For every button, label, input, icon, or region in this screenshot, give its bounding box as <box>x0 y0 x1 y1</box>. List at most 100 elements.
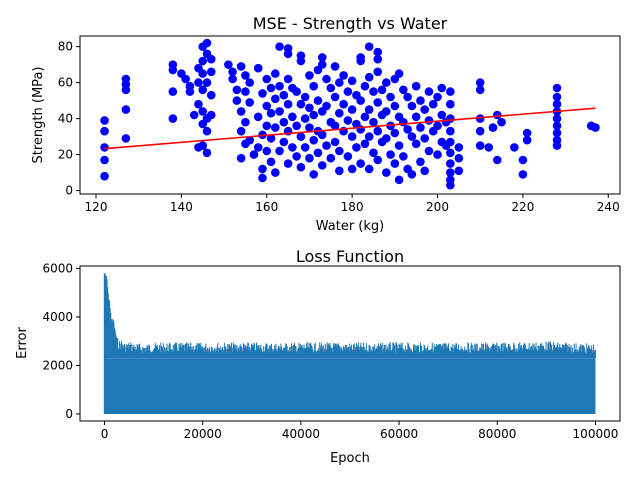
y-tick-label: 0 <box>65 407 73 421</box>
scatter-point <box>373 47 383 57</box>
scatter-point <box>292 87 301 96</box>
scatter-point <box>258 130 267 140</box>
scatter-point <box>241 71 250 80</box>
scatter-point <box>343 116 353 125</box>
scatter-point <box>309 135 319 145</box>
scatter-point <box>373 155 383 165</box>
scatter-point <box>381 107 391 116</box>
x-tick-label: 180 <box>341 200 364 214</box>
x-axis-label: Water (kg) <box>316 219 385 234</box>
scatter-point <box>369 117 378 127</box>
scatter-point <box>275 107 284 116</box>
scatter-point <box>399 152 408 161</box>
scatter-point <box>305 103 314 113</box>
scatter-point <box>266 83 276 93</box>
scatter-point <box>275 81 284 91</box>
scatter-point <box>275 146 284 156</box>
scatter-point <box>552 114 562 123</box>
scatter-point <box>433 150 442 159</box>
chart-title: MSE - Strength vs Water <box>253 14 448 33</box>
scatter-point <box>330 62 340 71</box>
scatter-point <box>343 152 353 161</box>
scatter-point <box>283 74 293 84</box>
scatter-point <box>347 105 357 114</box>
scatter-point <box>373 126 383 136</box>
scatter-point <box>437 110 447 120</box>
y-tick-label: 2000 <box>42 358 73 372</box>
scatter-point <box>168 114 178 123</box>
x-tick-label: 40000 <box>282 427 320 441</box>
scatter-point <box>309 81 319 91</box>
scatter-point <box>300 114 310 123</box>
scatter-point <box>343 87 353 96</box>
scatter-point <box>420 166 430 176</box>
scatter-point <box>411 112 421 122</box>
scatter-point <box>335 78 344 87</box>
scatter-point <box>386 92 395 102</box>
scatter-point <box>202 148 212 158</box>
scatter-point <box>454 143 464 152</box>
scatter-point <box>360 139 370 149</box>
scatter-point <box>100 143 109 152</box>
scatter-point <box>198 141 208 150</box>
x-tick-label: 20000 <box>184 427 222 441</box>
scatter-point <box>390 159 400 168</box>
scatter-point <box>168 65 178 75</box>
y-tick-label: 40 <box>58 112 73 126</box>
scatter-point <box>296 99 306 109</box>
scatter-point <box>198 69 208 78</box>
scatter-point <box>352 143 361 152</box>
scatter-point <box>360 81 370 91</box>
scatter-point <box>364 42 374 51</box>
scatter-point <box>121 105 131 114</box>
scatter-point <box>377 85 387 95</box>
x-tick-label: 240 <box>597 200 620 214</box>
scatter-point <box>168 87 178 96</box>
scatter-point <box>232 96 242 105</box>
scatter-point <box>194 99 203 109</box>
scatter-point <box>433 92 442 102</box>
scatter-point <box>262 101 272 111</box>
scatter-point <box>347 132 357 141</box>
scatter-point <box>253 63 263 73</box>
scatter-point <box>100 171 109 181</box>
scatter-point <box>288 112 297 122</box>
x-tick-label: 120 <box>85 200 108 214</box>
scatter-point <box>518 170 528 179</box>
scatter-point <box>446 99 455 109</box>
scatter-point <box>399 85 408 95</box>
scatter-point <box>253 112 263 122</box>
scatter-point <box>322 141 331 150</box>
scatter-point <box>326 83 336 93</box>
scatter-point <box>437 83 447 93</box>
scatter-point <box>335 166 344 176</box>
scatter-point <box>446 148 455 158</box>
scatter-point <box>121 85 131 95</box>
scatter-point <box>373 54 383 64</box>
scatter-point <box>202 38 212 48</box>
scatter-point <box>356 125 365 134</box>
scatter-point <box>185 87 195 96</box>
x-tick-label: 80000 <box>478 427 516 441</box>
scatter-point <box>369 87 378 96</box>
scatter-point <box>279 137 289 147</box>
scatter-point <box>228 67 237 77</box>
scatter-point <box>416 157 425 167</box>
scatter-point <box>411 81 421 91</box>
scatter-point <box>446 114 455 123</box>
scatter-point <box>390 101 400 111</box>
loss-area <box>104 358 596 414</box>
scatter-point <box>522 135 532 145</box>
scatter-point <box>270 69 280 78</box>
scatter-point <box>552 83 562 93</box>
plot-area-frame <box>79 35 621 195</box>
plot-area-frame <box>79 265 621 422</box>
scatter-point <box>411 139 421 149</box>
scatter-point <box>446 168 455 177</box>
scatter-point <box>313 148 323 158</box>
scatter-point <box>394 141 404 150</box>
scatter-point <box>390 128 400 138</box>
scatter-point <box>202 78 212 87</box>
x-tick-label: 140 <box>170 200 193 214</box>
